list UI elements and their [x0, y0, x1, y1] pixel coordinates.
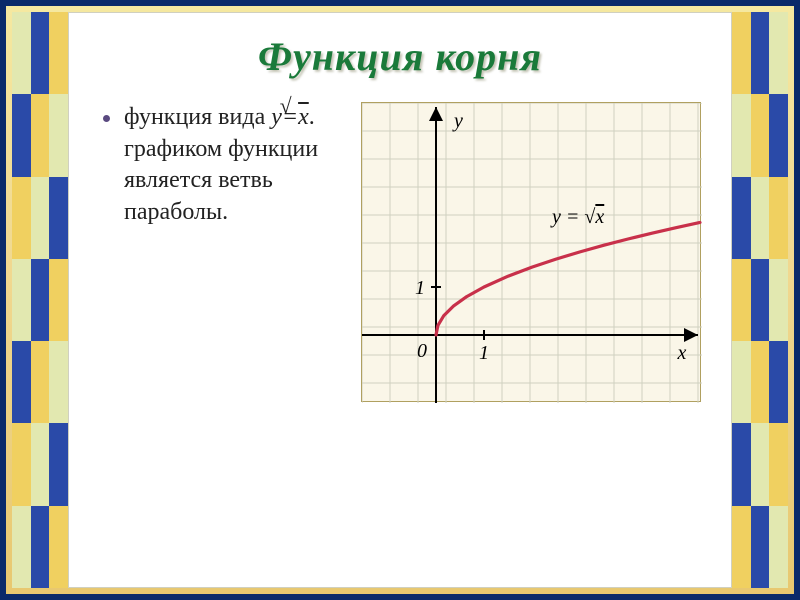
- content-row: функция вида у=√x. графиком функции явля…: [99, 102, 701, 557]
- stripe-cell: [31, 12, 50, 94]
- chart-column: x y 0 1 1 y = √x: [361, 102, 701, 557]
- stripe-cell: [31, 506, 50, 588]
- mid-frame: Функция корня функция вида у=√x. графико…: [6, 6, 794, 594]
- stripe-cell: [12, 423, 31, 505]
- stripe-cell: [751, 423, 770, 505]
- stripe-cell: [49, 12, 68, 94]
- stripe-cell: [49, 177, 68, 259]
- stripe-cell: [751, 341, 770, 423]
- stripe-cell: [769, 423, 788, 505]
- stripe-cell: [732, 341, 751, 423]
- bullet-formula: у=√x: [271, 104, 309, 130]
- stripe-cell: [732, 506, 751, 588]
- stripe-cell: [12, 12, 31, 94]
- stripe-cell: [12, 94, 31, 176]
- svg-text:x: x: [677, 342, 687, 364]
- svg-text:1: 1: [479, 342, 489, 364]
- stripe-cell: [769, 177, 788, 259]
- stripe-cell: [49, 423, 68, 505]
- stripe-cell: [49, 341, 68, 423]
- stripe-cell: [31, 423, 50, 505]
- stripe-cell: [31, 341, 50, 423]
- stripe-cell: [49, 94, 68, 176]
- bullet-text-part1: функция вида: [124, 104, 271, 130]
- stripe-cell: [732, 94, 751, 176]
- stripe-cell: [769, 341, 788, 423]
- bullet-dot-icon: [103, 115, 110, 122]
- outer-frame: Функция корня функция вида у=√x. графико…: [0, 0, 800, 600]
- chart-svg: x y 0 1 1 y = √x: [362, 103, 702, 403]
- stripe-cell: [769, 12, 788, 94]
- stripe-cell: [751, 94, 770, 176]
- stripe-cell: [732, 12, 751, 94]
- stripe-cell: [49, 259, 68, 341]
- bullet-text: функция вида у=√x. графиком функции явля…: [124, 102, 345, 229]
- svg-text:1: 1: [415, 277, 425, 299]
- side-stripe-right: [732, 12, 788, 588]
- bullet-item: функция вида у=√x. графиком функции явля…: [99, 102, 345, 229]
- stripe-cell: [12, 259, 31, 341]
- stripe-cell: [31, 259, 50, 341]
- svg-text:0: 0: [417, 340, 427, 362]
- stripe-cell: [751, 177, 770, 259]
- stripe-cell: [769, 94, 788, 176]
- stripe-cell: [12, 341, 31, 423]
- stripe-cell: [769, 506, 788, 588]
- stripe-cell: [751, 506, 770, 588]
- sqrt-chart: x y 0 1 1 y = √x: [361, 102, 701, 402]
- svg-text:y: y: [452, 110, 463, 132]
- stripe-cell: [49, 506, 68, 588]
- stripe-cell: [31, 177, 50, 259]
- side-stripe-left: [12, 12, 68, 588]
- stripe-cell: [769, 259, 788, 341]
- svg-text:y = √x: y = √x: [550, 206, 604, 228]
- stripe-cell: [732, 259, 751, 341]
- stripe-cell: [751, 12, 770, 94]
- stripe-cell: [31, 94, 50, 176]
- stripe-cell: [732, 177, 751, 259]
- text-column: функция вида у=√x. графиком функции явля…: [99, 102, 345, 557]
- stripe-cell: [12, 177, 31, 259]
- stripe-cell: [751, 259, 770, 341]
- slide-title: Функция корня: [99, 33, 701, 80]
- stripe-cell: [12, 506, 31, 588]
- slide-card: Функция корня функция вида у=√x. графико…: [68, 12, 732, 588]
- stripe-cell: [732, 423, 751, 505]
